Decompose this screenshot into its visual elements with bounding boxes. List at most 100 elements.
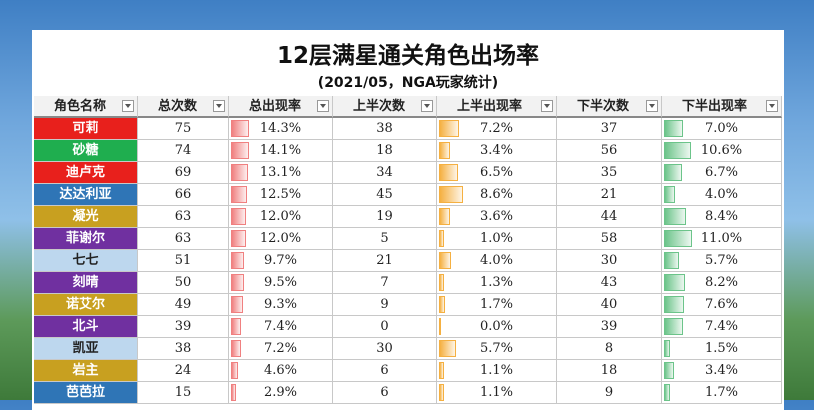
- data-cell: 63: [138, 206, 229, 228]
- data-cell: 75: [138, 118, 229, 140]
- data-cell: 12.0%: [229, 228, 333, 250]
- header-text: 下半次数: [577, 99, 630, 114]
- filter-button[interactable]: [421, 100, 433, 112]
- data-cell: 40: [557, 294, 662, 316]
- cell-text: 58: [600, 231, 618, 246]
- data-cell: 8: [557, 338, 662, 360]
- data-cell: 5.7%: [662, 250, 782, 272]
- data-cell: 6.5%: [437, 162, 557, 184]
- data-cell: 0: [333, 316, 437, 338]
- cell-text: 7.2%: [479, 121, 514, 136]
- data-bar: [439, 120, 460, 137]
- data-bar: [439, 252, 452, 269]
- header-text: 总出现率: [249, 99, 302, 114]
- data-cell: 30: [333, 338, 437, 360]
- cell-text: 19: [376, 209, 393, 224]
- cell-text: 21: [600, 187, 618, 202]
- data-cell: 7.6%: [662, 294, 782, 316]
- filter-button[interactable]: [317, 100, 329, 112]
- cell-text: 5: [380, 231, 389, 246]
- cell-text: 3.4%: [704, 363, 739, 378]
- data-bar: [664, 186, 676, 203]
- cell-text: 6: [380, 385, 389, 400]
- data-cell: 50: [138, 272, 229, 294]
- data-bar: [231, 142, 249, 159]
- cell-text: 69: [174, 165, 192, 180]
- data-cell: 18: [557, 360, 662, 382]
- data-cell: 30: [557, 250, 662, 272]
- cell-text: 51: [174, 253, 192, 268]
- cell-text: 达达利亚: [59, 187, 112, 202]
- data-cell: 9.7%: [229, 250, 333, 272]
- data-bar: [439, 142, 450, 159]
- header-text: 角色名称: [54, 99, 107, 114]
- name-cell: 凯亚: [34, 338, 138, 360]
- data-cell: 3.4%: [662, 360, 782, 382]
- cell-text: 21: [376, 253, 393, 268]
- data-bar: [664, 142, 692, 159]
- cell-text: 40: [600, 297, 618, 312]
- header-text: 下半出现率: [682, 99, 748, 114]
- column-header: 下半次数: [557, 96, 662, 118]
- cell-text: 18: [376, 143, 393, 158]
- cell-text: 7: [380, 275, 389, 290]
- cell-text: 可莉: [72, 121, 99, 136]
- data-cell: 35: [557, 162, 662, 184]
- data-bar: [664, 384, 671, 401]
- cell-text: 岩主: [72, 363, 99, 378]
- cell-text: 1.0%: [479, 231, 514, 246]
- cell-text: 8.2%: [704, 275, 739, 290]
- data-cell: 21: [333, 250, 437, 272]
- cell-text: 39: [174, 319, 192, 334]
- data-bar: [231, 186, 247, 203]
- cell-text: 45: [376, 187, 393, 202]
- cell-text: 2.9%: [263, 385, 298, 400]
- cell-text: 14.1%: [259, 143, 302, 158]
- filter-button[interactable]: [213, 100, 225, 112]
- cell-text: 3.4%: [479, 143, 514, 158]
- cell-text: 12.5%: [259, 187, 302, 202]
- cell-text: 迪卢克: [65, 165, 105, 180]
- data-bar: [231, 164, 248, 181]
- data-bar: [439, 186, 463, 203]
- data-cell: 11.0%: [662, 228, 782, 250]
- cell-text: 63: [174, 231, 192, 246]
- name-cell: 岩主: [34, 360, 138, 382]
- cell-text: 北斗: [72, 319, 99, 334]
- data-cell: 7.2%: [229, 338, 333, 360]
- data-cell: 12.0%: [229, 206, 333, 228]
- cell-text: 0.0%: [479, 319, 514, 334]
- cell-text: 38: [174, 341, 192, 356]
- data-bar: [231, 340, 242, 357]
- cell-text: 1.1%: [479, 363, 514, 378]
- cell-text: 4.0%: [704, 187, 739, 202]
- data-cell: 56: [557, 140, 662, 162]
- cell-text: 8.6%: [479, 187, 514, 202]
- data-bar: [439, 274, 445, 291]
- cell-text: 24: [174, 363, 192, 378]
- filter-button[interactable]: [122, 100, 134, 112]
- data-cell: 10.6%: [662, 140, 782, 162]
- filter-button[interactable]: [766, 100, 778, 112]
- data-cell: 4.0%: [437, 250, 557, 272]
- data-cell: 18: [333, 140, 437, 162]
- data-cell: 5.7%: [437, 338, 557, 360]
- cell-text: 13.1%: [259, 165, 302, 180]
- subtitle: (2021/05，NGA玩家统计): [317, 75, 499, 91]
- data-cell: 39: [138, 316, 229, 338]
- data-cell: 38: [333, 118, 437, 140]
- data-cell: 24: [138, 360, 229, 382]
- cell-text: 1.7%: [479, 297, 514, 312]
- name-cell: 芭芭拉: [34, 382, 138, 404]
- name-cell: 七七: [34, 250, 138, 272]
- data-cell: 7.4%: [662, 316, 782, 338]
- data-cell: 7.2%: [437, 118, 557, 140]
- filter-button[interactable]: [646, 100, 658, 112]
- filter-button[interactable]: [541, 100, 553, 112]
- cell-text: 9.7%: [263, 253, 298, 268]
- data-bar: [664, 274, 686, 291]
- cell-text: 6.7%: [704, 165, 739, 180]
- data-cell: 7.4%: [229, 316, 333, 338]
- cell-text: 7.4%: [704, 319, 739, 334]
